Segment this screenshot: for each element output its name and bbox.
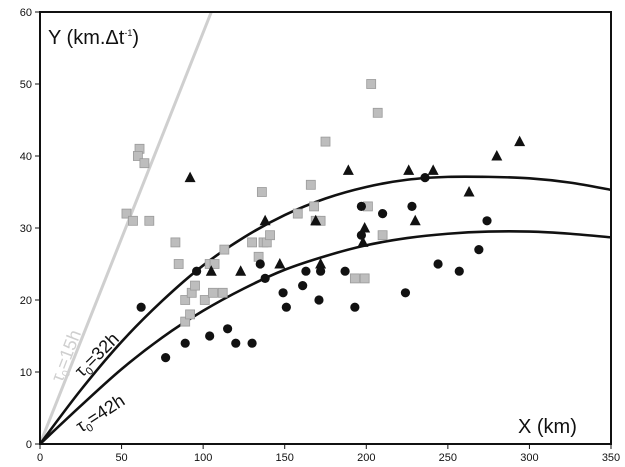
circle-point-19 xyxy=(356,230,366,240)
triangle-point-14 xyxy=(491,150,503,161)
circle-point-3 xyxy=(192,266,202,276)
curve-line-1 xyxy=(40,175,611,444)
triangle-point-15 xyxy=(514,135,526,147)
y-tick-label-4: 40 xyxy=(20,151,32,163)
y-tick-label-5: 50 xyxy=(20,79,32,91)
square-point-25 xyxy=(292,208,303,219)
x-axis-label: X (km) xyxy=(518,416,577,438)
square-point-1 xyxy=(132,151,143,161)
circle-point-25 xyxy=(454,266,464,276)
y-tick-label-2: 20 xyxy=(20,295,32,307)
square-point-3 xyxy=(121,208,132,219)
circle-point-17 xyxy=(350,302,360,312)
square-point-13 xyxy=(199,295,210,305)
square-point-23 xyxy=(256,187,267,197)
circle-point-1 xyxy=(161,353,171,363)
square-point-17 xyxy=(217,287,228,298)
circle-point-10 xyxy=(278,288,288,298)
circle-point-20 xyxy=(378,209,388,219)
circle-point-21 xyxy=(400,288,411,298)
square-point-5 xyxy=(144,215,155,226)
square-point-10 xyxy=(185,309,195,320)
square-point-31 xyxy=(349,273,360,284)
triangle-point-8 xyxy=(359,222,371,233)
x-tick-label-5: 250 xyxy=(439,452,457,464)
square-point-2 xyxy=(139,158,150,169)
square-point-18 xyxy=(219,244,230,255)
triangle-point-4 xyxy=(274,258,286,269)
x-tick-label-7: 350 xyxy=(602,452,620,464)
square-point-30 xyxy=(320,136,331,147)
y-tick-label-6: 60 xyxy=(20,7,32,19)
circle-point-18 xyxy=(356,201,366,211)
triangle-point-10 xyxy=(403,164,415,175)
square-point-27 xyxy=(309,201,319,212)
circle-point-9 xyxy=(260,273,270,283)
circle-point-11 xyxy=(281,302,291,312)
square-point-34 xyxy=(366,79,377,89)
circle-point-8 xyxy=(255,259,265,269)
y-tick-label-3: 30 xyxy=(20,223,32,235)
circle-point-2 xyxy=(180,338,190,348)
triangle-point-0 xyxy=(184,171,196,183)
circle-point-7 xyxy=(247,338,257,348)
circle-point-23 xyxy=(420,173,430,183)
circle-point-16 xyxy=(340,266,350,276)
triangle-point-12 xyxy=(427,164,439,175)
y-tick-label-1: 10 xyxy=(20,367,32,379)
square-point-19 xyxy=(247,237,257,248)
triangle-point-2 xyxy=(235,265,247,276)
circle-point-5 xyxy=(223,324,233,334)
y-axis-label: Y (km.Δt-1) xyxy=(48,27,139,49)
x-tick-label-4: 200 xyxy=(357,452,375,464)
y-tick-label-0: 0 xyxy=(26,439,32,451)
curves-layer xyxy=(40,12,611,444)
curve-line-0 xyxy=(40,12,213,444)
square-point-16 xyxy=(209,259,220,269)
x-tick-label-6: 300 xyxy=(520,452,538,464)
square-point-8 xyxy=(180,295,191,305)
triangle-point-6 xyxy=(315,258,327,269)
axis-ticks: 0 50 100 150 200 250 300 350 0 10 20 30 40 50 60 xyxy=(20,7,620,464)
circle-point-15 xyxy=(316,266,326,276)
circle-point-4 xyxy=(205,331,215,341)
circle-point-12 xyxy=(298,281,308,291)
circle-point-0 xyxy=(136,302,146,312)
triangle-point-9 xyxy=(357,236,369,247)
triangle-point-1 xyxy=(205,265,217,276)
triangle-point-7 xyxy=(342,164,354,175)
curve-label-tau42: τ0=42h xyxy=(72,390,130,439)
square-point-26 xyxy=(305,179,316,190)
square-point-35 xyxy=(372,107,383,118)
square-point-32 xyxy=(359,273,370,284)
circle-point-24 xyxy=(433,259,443,269)
triangle-point-5 xyxy=(310,214,322,226)
points-layer xyxy=(121,79,526,363)
x-tick-label-3: 150 xyxy=(276,452,294,464)
triangle-point-13 xyxy=(463,186,475,197)
circle-point-6 xyxy=(231,338,241,348)
curve-line-2 xyxy=(40,230,611,444)
circle-point-13 xyxy=(301,266,311,276)
square-point-4 xyxy=(128,215,138,226)
square-point-12 xyxy=(190,280,200,291)
triangle-point-3 xyxy=(259,214,271,226)
circle-point-22 xyxy=(407,201,417,211)
square-point-36 xyxy=(377,230,388,241)
triangle-point-11 xyxy=(409,214,421,226)
x-tick-label-2: 100 xyxy=(194,452,212,464)
circle-point-14 xyxy=(314,295,324,305)
x-tick-label-0: 0 xyxy=(37,452,43,464)
circle-point-27 xyxy=(482,216,492,226)
x-tick-label-1: 50 xyxy=(115,452,127,464)
square-point-24 xyxy=(265,230,275,241)
square-point-6 xyxy=(170,237,181,248)
circle-point-26 xyxy=(474,245,484,255)
square-point-7 xyxy=(173,259,184,269)
square-point-15 xyxy=(208,287,218,298)
